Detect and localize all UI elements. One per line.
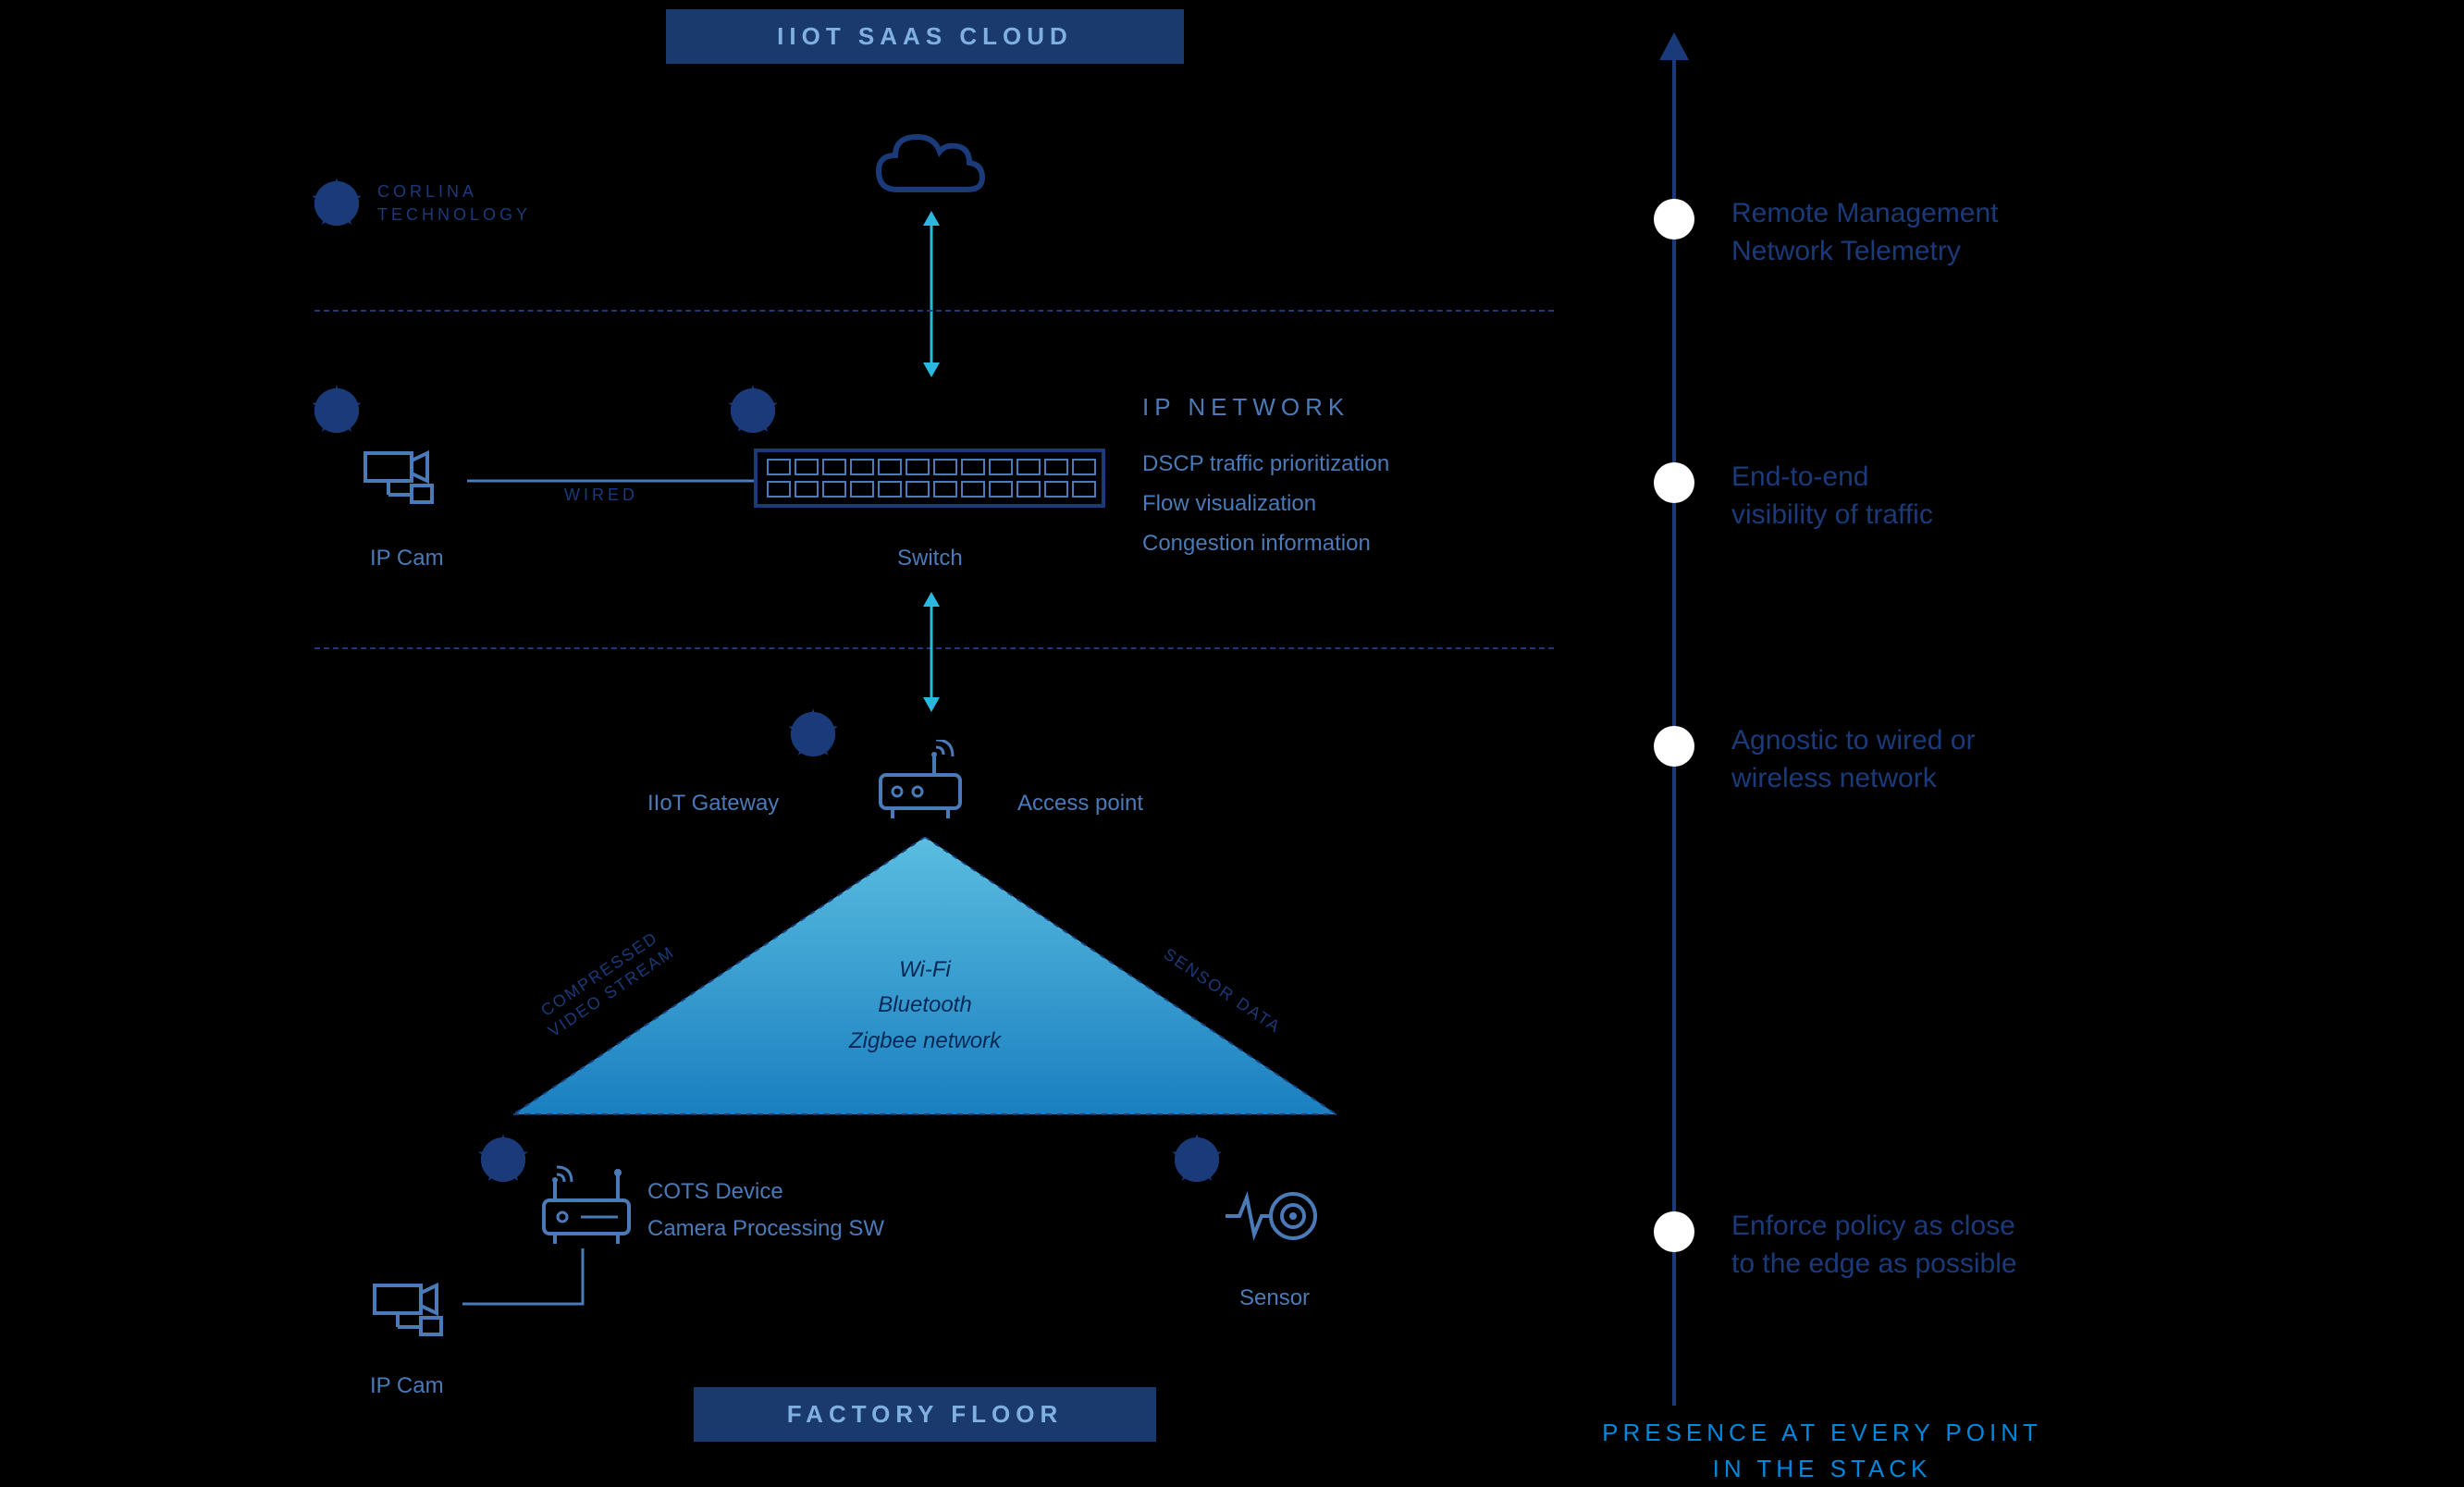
ipcam-top-label: IP Cam: [370, 546, 444, 571]
sensor-label: Sensor: [1239, 1285, 1310, 1311]
camera-sw-label: Camera Processing SW: [647, 1216, 884, 1242]
timeline-dot-icon: [1654, 199, 1694, 240]
timeline-text-4: Enforce policy as close to the edge as p…: [1731, 1208, 2017, 1283]
triangle-area: COMPRESSED VIDEO STREAM SENSOR DATA Wi-F…: [499, 837, 1350, 1133]
sensor-badge-icon: [1175, 1137, 1219, 1182]
arrow-switch-gateway-icon: [918, 592, 945, 717]
wired-label: WIRED: [564, 485, 638, 505]
corlina-badge-icon: [314, 181, 359, 226]
timeline-text-1: Remote Management Network Telemetry: [1731, 195, 1999, 270]
cots-device-label: COTS Device: [647, 1179, 783, 1205]
triangle-protocols: Wi-Fi Bluetooth Zigbee network: [786, 952, 1064, 1059]
legend: CORLINA TECHNOLOGY: [314, 180, 531, 227]
access-point-icon: [869, 740, 971, 828]
timeline-dot-icon: [1654, 726, 1694, 767]
switch-icon: [754, 449, 1105, 518]
ip-network-heading: IP NETWORK: [1142, 393, 1349, 422]
ipcam-top-icon: [361, 444, 444, 513]
divider-1: [314, 310, 1554, 312]
bottom-banner-text: FACTORY FLOOR: [787, 1400, 1064, 1428]
timeline-caption: PRESENCE AT EVERY POINT IN THE STACK: [1452, 1415, 2192, 1487]
timeline-area: Remote Management Network Telemetry End-…: [1619, 18, 2359, 1452]
switch-label: Switch: [897, 546, 963, 571]
timeline-text-2: End-to-end visibility of traffic: [1731, 459, 1933, 534]
diagram-area: IIOT SAAS CLOUD CORLINA TECHNOLOGY IP NE…: [277, 0, 1526, 1477]
timeline-point-4: Enforce policy as close to the edge as p…: [1619, 1211, 2017, 1283]
timeline-point-1: Remote Management Network Telemetry: [1619, 199, 1999, 270]
timeline-point-3: Agnostic to wired or wireless network: [1619, 726, 1975, 797]
ip-network-features: DSCP traffic prioritization Flow visuali…: [1142, 444, 1389, 564]
cloud-icon: [869, 120, 990, 217]
timeline-point-2: End-to-end visibility of traffic: [1619, 462, 1933, 534]
cots-badge-icon: [481, 1137, 525, 1182]
bottom-banner: FACTORY FLOOR: [694, 1387, 1156, 1442]
ipcam-bottom-icon: [370, 1276, 453, 1346]
ipcam-top-badge-icon: [314, 388, 359, 433]
iiot-gateway-label: IIoT Gateway: [647, 791, 779, 817]
cots-ipcam-connector: [462, 1248, 592, 1327]
arrow-cloud-switch-icon: [918, 211, 945, 382]
ipcam-bottom-label: IP Cam: [370, 1373, 444, 1399]
timeline-dot-icon: [1654, 462, 1694, 503]
top-banner-text: IIOT SAAS CLOUD: [777, 22, 1073, 50]
timeline-arrow-icon: [1656, 32, 1693, 74]
access-point-label: Access point: [1017, 791, 1143, 817]
timeline-dot-icon: [1654, 1211, 1694, 1252]
timeline-text-3: Agnostic to wired or wireless network: [1731, 722, 1975, 797]
cots-device-icon: [536, 1165, 638, 1253]
top-banner: IIOT SAAS CLOUD: [666, 9, 1184, 64]
gateway-badge-icon: [791, 712, 835, 756]
legend-text: CORLINA TECHNOLOGY: [377, 180, 531, 227]
sensor-icon: [1221, 1184, 1323, 1253]
switch-badge-icon: [731, 388, 775, 433]
